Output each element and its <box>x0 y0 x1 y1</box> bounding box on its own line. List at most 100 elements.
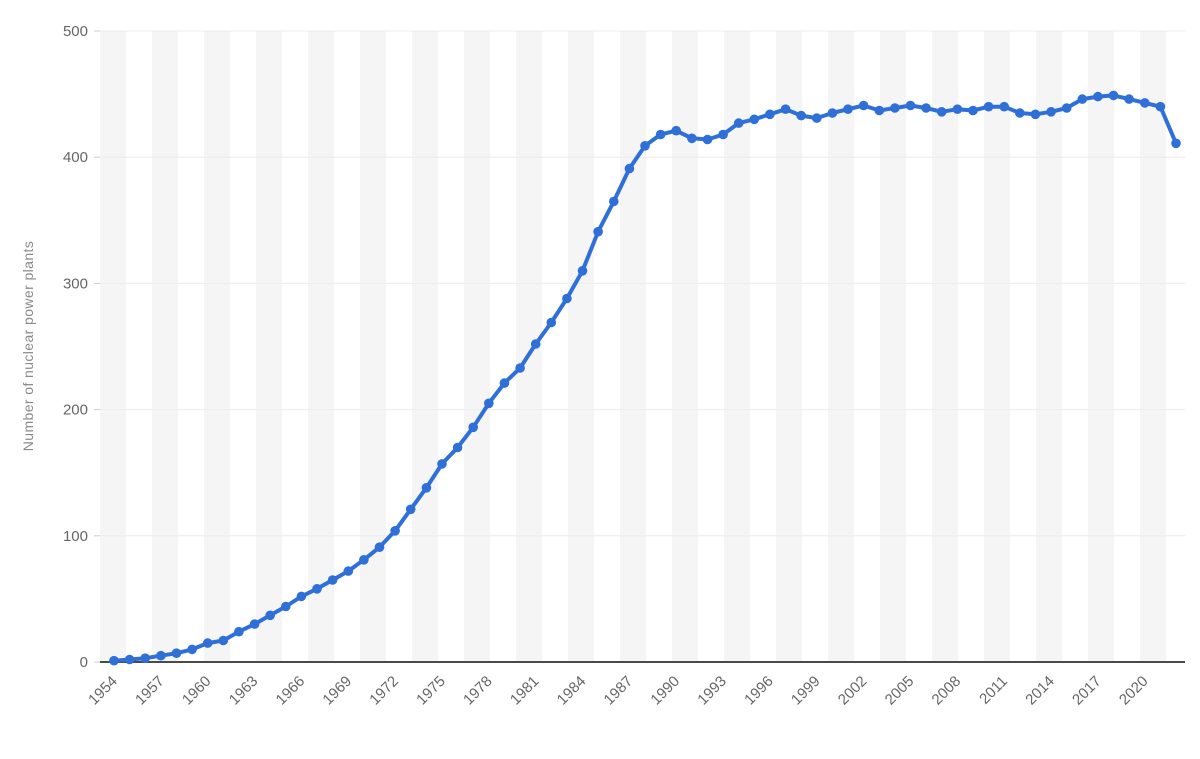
data-point[interactable] <box>890 103 900 113</box>
data-point[interactable] <box>780 104 791 114</box>
background-band <box>724 31 750 662</box>
background-band <box>932 31 958 662</box>
data-point[interactable] <box>968 105 978 116</box>
background-band <box>880 31 906 662</box>
x-tick-label: 1999 <box>788 673 824 709</box>
data-point[interactable] <box>702 134 713 145</box>
data-point[interactable] <box>124 654 135 665</box>
background-bands <box>100 31 1166 662</box>
background-band <box>308 31 334 662</box>
data-point[interactable] <box>140 653 150 663</box>
x-tick-label: 1993 <box>694 673 730 709</box>
data-point[interactable] <box>281 601 291 612</box>
background-band <box>152 31 178 662</box>
data-point[interactable] <box>874 105 885 116</box>
data-point[interactable] <box>1077 94 1088 104</box>
data-point[interactable] <box>843 104 853 114</box>
x-tick-label: 1960 <box>179 673 215 709</box>
data-point[interactable] <box>499 378 510 388</box>
data-point[interactable] <box>624 163 635 174</box>
y-tick-label: 200 <box>63 402 88 419</box>
data-point[interactable] <box>765 109 775 120</box>
x-tick-label: 2017 <box>1069 673 1105 709</box>
background-band <box>620 31 646 662</box>
background-band <box>776 31 802 662</box>
x-tick-label: 2011 <box>976 673 1011 708</box>
background-band <box>1140 31 1166 662</box>
data-point[interactable] <box>921 103 931 113</box>
data-point[interactable] <box>812 113 822 123</box>
data-point[interactable] <box>327 575 338 585</box>
x-tick-label: 1984 <box>554 673 590 709</box>
data-point[interactable] <box>999 101 1009 112</box>
data-point[interactable] <box>156 650 166 661</box>
data-point[interactable] <box>936 107 947 117</box>
y-axis-title: Number of nuclear power plants <box>20 240 36 452</box>
data-point[interactable] <box>437 459 447 469</box>
x-tick-label: 1957 <box>132 673 168 709</box>
data-point[interactable] <box>249 619 260 629</box>
data-point[interactable] <box>671 125 681 136</box>
data-point[interactable] <box>1108 90 1119 101</box>
background-band <box>464 31 490 662</box>
data-point[interactable] <box>546 317 557 328</box>
x-tick-label: 1969 <box>319 673 355 709</box>
y-gridlines: 0 100 200 300 400 500 <box>63 23 1185 671</box>
data-point[interactable] <box>1015 108 1025 118</box>
data-point[interactable] <box>530 339 541 349</box>
data-point[interactable] <box>1140 98 1150 108</box>
data-point[interactable] <box>265 610 276 621</box>
y-tick-label: 100 <box>63 528 88 545</box>
data-point[interactable] <box>296 591 307 602</box>
data-point[interactable] <box>1155 101 1166 112</box>
data-point[interactable] <box>484 398 494 409</box>
data-point[interactable] <box>218 635 229 646</box>
data-point[interactable] <box>109 655 119 666</box>
data-point[interactable] <box>390 526 400 536</box>
data-point[interactable] <box>655 129 666 140</box>
data-point[interactable] <box>468 422 479 433</box>
data-point[interactable] <box>1030 109 1041 120</box>
background-band <box>100 31 126 662</box>
data-point[interactable] <box>1171 138 1181 149</box>
data-point[interactable] <box>452 442 463 453</box>
data-point[interactable] <box>343 566 354 576</box>
data-point[interactable] <box>952 104 963 114</box>
data-point[interactable] <box>983 101 994 112</box>
data-point[interactable] <box>718 129 728 140</box>
data-point[interactable] <box>640 141 650 151</box>
data-point[interactable] <box>202 638 213 648</box>
data-point[interactable] <box>577 266 588 276</box>
data-point[interactable] <box>827 108 838 118</box>
data-point[interactable] <box>593 226 603 237</box>
data-point[interactable] <box>733 118 744 128</box>
data-point[interactable] <box>1093 91 1103 102</box>
x-tick-label: 2002 <box>835 673 871 709</box>
x-tick-label: 1990 <box>647 673 683 709</box>
background-band <box>1036 31 1062 662</box>
data-point[interactable] <box>515 363 525 373</box>
data-point[interactable] <box>234 626 244 637</box>
data-point[interactable] <box>749 114 760 125</box>
x-tick-label: 1966 <box>273 673 309 709</box>
data-point[interactable] <box>1061 103 1072 113</box>
x-tick-label: 1987 <box>601 673 637 709</box>
data-point[interactable] <box>421 483 432 493</box>
data-point[interactable] <box>1124 94 1134 104</box>
data-point[interactable] <box>858 100 869 111</box>
data-point[interactable] <box>405 504 416 515</box>
data-point[interactable] <box>1046 107 1056 117</box>
background-band <box>1088 31 1114 662</box>
data-point[interactable] <box>312 584 322 594</box>
data-point[interactable] <box>171 648 182 658</box>
data-point[interactable] <box>796 110 806 121</box>
data-point[interactable] <box>905 100 916 111</box>
data-point[interactable] <box>187 644 197 655</box>
data-point[interactable] <box>374 542 385 552</box>
data-point[interactable] <box>562 293 572 304</box>
x-tick-label: 1972 <box>366 673 402 709</box>
data-point[interactable] <box>359 555 369 565</box>
data-point[interactable] <box>609 196 619 207</box>
data-point[interactable] <box>687 133 697 144</box>
